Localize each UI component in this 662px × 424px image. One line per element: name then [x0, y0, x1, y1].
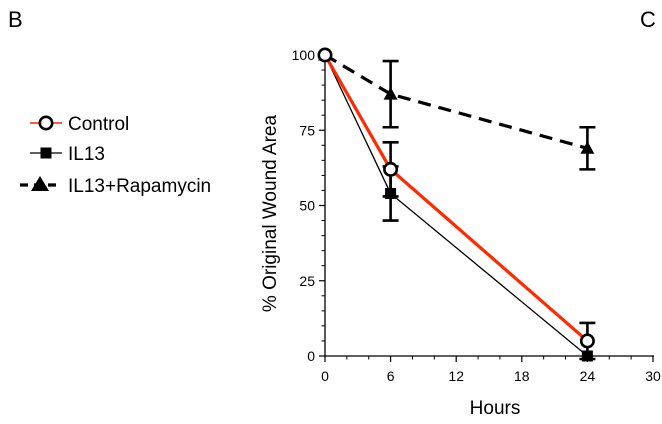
x-tick-label: 6: [387, 368, 395, 384]
series-layer: [317, 47, 596, 362]
legend-marker: [40, 147, 52, 159]
series-0-errorbars: [382, 140, 596, 361]
x-tick-label: 30: [645, 368, 661, 384]
series-2-markers: [318, 48, 595, 154]
x-tick-label: 24: [580, 368, 596, 384]
data-point-marker: [317, 47, 333, 63]
data-point-marker: [580, 141, 595, 154]
y-tick-label: 75: [299, 122, 315, 138]
legend-marker: [38, 115, 54, 131]
y-tick-label: 25: [299, 273, 315, 289]
axes: 0 6 12 18 24 30 0 25 50 75 100: [292, 47, 661, 384]
y-tick-label: 50: [299, 198, 315, 214]
data-point-marker: [383, 87, 398, 100]
x-tick-label: 18: [514, 368, 530, 384]
y-axis-title: % Original Wound Area: [260, 115, 281, 313]
legend-label: IL13: [68, 144, 105, 165]
data-point-marker: [385, 187, 397, 199]
panel-label-b: B: [8, 7, 23, 32]
y-tick-label: 100: [292, 47, 316, 63]
data-point-marker: [383, 161, 399, 177]
series-0-markers: [317, 47, 595, 349]
series-line-il13-rapamycin: [324, 53, 588, 150]
y-tick-label: 0: [307, 348, 315, 364]
x-tick-label: 0: [321, 368, 329, 384]
data-point-marker: [581, 350, 593, 362]
data-point-marker: [579, 333, 595, 349]
legend-item: IL13: [30, 144, 105, 165]
legend: Control IL13 IL13+Rapamycin: [20, 114, 211, 197]
legend-item: Control: [30, 114, 129, 135]
legend-label: Control: [68, 114, 129, 135]
series-line-control: [323, 54, 589, 343]
plot-area: 0 6 12 18 24 30 0 25 50 75 100 Hours % Original Wo…: [260, 47, 661, 419]
series-1-markers: [319, 49, 593, 362]
legend-item: IL13+Rapamycin: [20, 176, 211, 197]
legend-marker: [31, 176, 49, 191]
panel-label-c: C: [640, 7, 656, 32]
x-tick-label: 12: [448, 368, 464, 384]
legend-label: IL13+Rapamycin: [68, 176, 211, 197]
x-axis-title: Hours: [470, 398, 521, 419]
series-2-errorbars: [382, 59, 596, 171]
series-line-il13: [324, 54, 588, 357]
